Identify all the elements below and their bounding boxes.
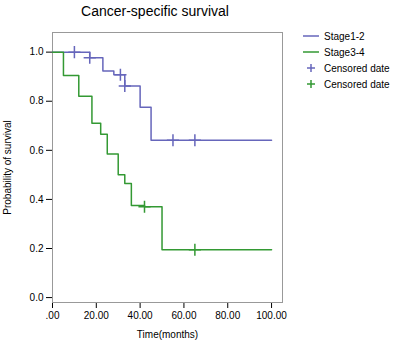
svg-text:40.00: 40.00 — [128, 310, 153, 321]
html-text:Cancer-specific survival: Cancer-specific survival — [81, 3, 229, 19]
html-text:Stage3-4: Stage3-4 — [324, 46, 365, 58]
svg-text:60.00: 60.00 — [171, 310, 196, 321]
svg-text:1.0: 1.0 — [30, 46, 44, 57]
svg-text:0.0: 0.0 — [30, 292, 44, 303]
svg-text:.00: .00 — [46, 310, 60, 321]
svg-text:80.00: 80.00 — [215, 310, 240, 321]
svg-text:Time(months): Time(months) — [137, 329, 198, 340]
svg-text:100.00: 100.00 — [256, 310, 287, 321]
svg-text:0.6: 0.6 — [30, 145, 44, 156]
svg-text:0.4: 0.4 — [30, 194, 44, 205]
html-text:Censored date: Censored date — [324, 78, 390, 90]
svg-text:20.00: 20.00 — [84, 310, 109, 321]
html-text:Stage1-2: Stage1-2 — [324, 30, 365, 42]
svg-text:0.2: 0.2 — [30, 243, 44, 254]
html-text:Censored date: Censored date — [324, 62, 390, 74]
svg-text:Probability of survival: Probability of survival — [2, 120, 13, 214]
svg-text:0.8: 0.8 — [30, 95, 44, 106]
